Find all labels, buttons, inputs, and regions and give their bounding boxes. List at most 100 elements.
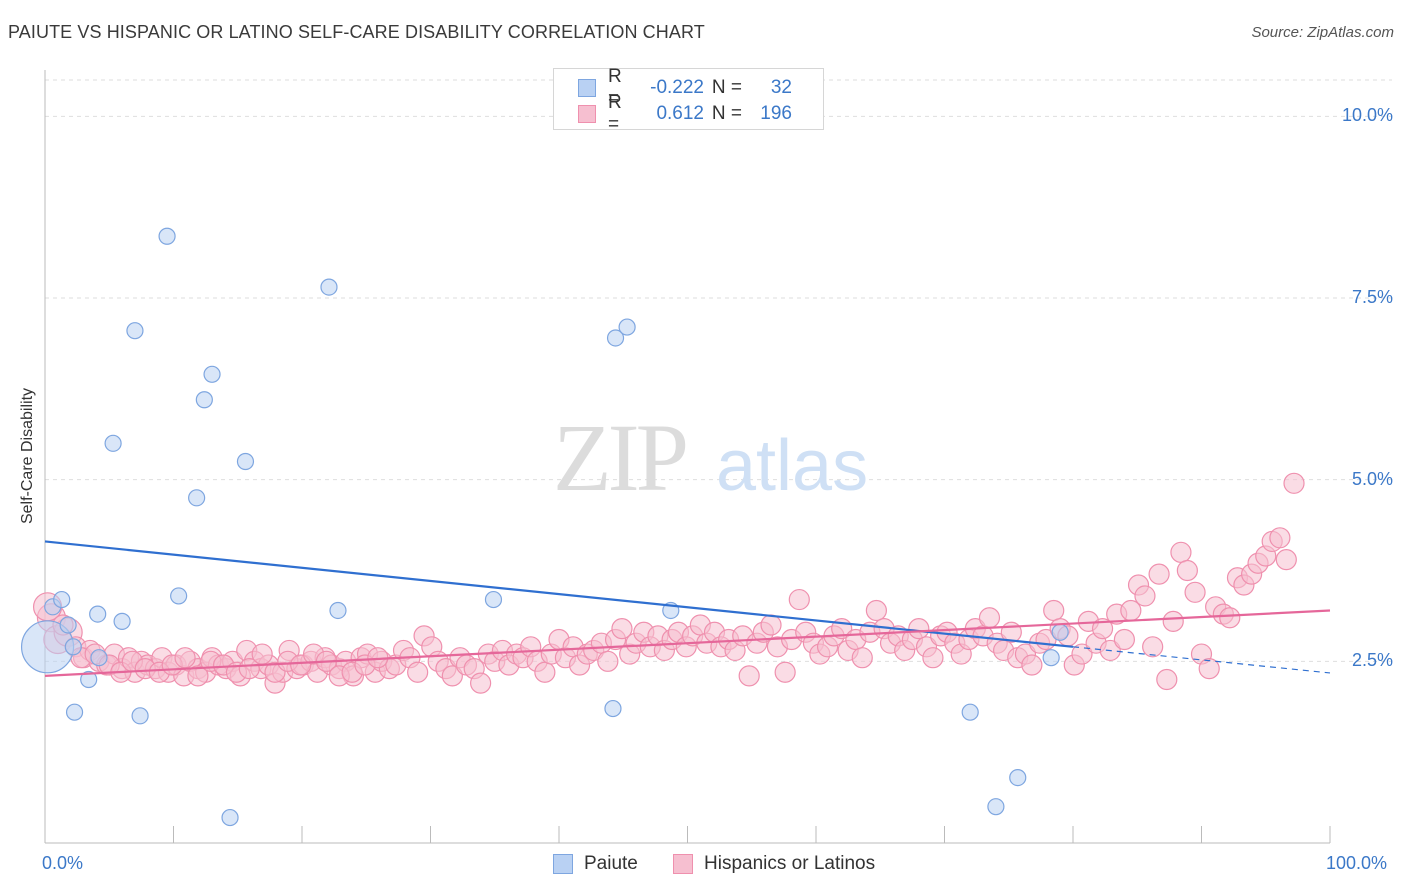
paiute-point: [1009, 768, 1027, 787]
watermark-zip: ZIP: [553, 404, 686, 511]
hispanics-point: [534, 661, 556, 683]
hispanics-legend-swatch: [673, 854, 693, 874]
hispanics-point: [788, 588, 810, 611]
hispanics-point: [865, 599, 887, 622]
paiute-point: [236, 452, 255, 471]
legend-r-label: R =: [608, 92, 622, 135]
hispanics-point: [1176, 559, 1198, 582]
paiute-point: [80, 670, 98, 689]
paiute-point: [987, 798, 1005, 816]
hispanics-point: [1091, 618, 1114, 640]
paiute-point: [195, 391, 213, 409]
hispanics-point: [174, 647, 196, 669]
trend-lines: [44, 540, 1331, 677]
paiute-point: [89, 605, 107, 623]
series-paiute: [20, 227, 1069, 827]
hispanics-point: [611, 618, 633, 640]
paiute-point: [64, 638, 82, 656]
hispanics-point: [1043, 599, 1065, 622]
y-tick-label: 7.5%: [1351, 287, 1393, 307]
legend-r-label: R =: [608, 66, 622, 109]
hispanics-point: [908, 618, 930, 640]
hispanics-point: [1134, 585, 1156, 607]
hispanics-point: [738, 665, 760, 687]
paiute-point: [113, 612, 131, 630]
paiute-legend-label: Paiute: [584, 853, 638, 874]
paiute-point: [104, 434, 122, 452]
paiute-point: [320, 278, 338, 296]
hispanics-point: [978, 607, 1001, 629]
paiute-point: [65, 703, 84, 721]
hispanics-point: [1142, 636, 1164, 658]
paiute-point: [961, 703, 979, 721]
paiute-point: [170, 587, 188, 605]
hispanics-point: [1198, 657, 1220, 680]
paiute-point: [53, 590, 71, 609]
watermark-atlas: atlas: [716, 426, 868, 506]
hispanics-point: [1021, 654, 1043, 676]
paiute-point: [604, 699, 622, 718]
hispanics-point: [851, 647, 873, 669]
paiute-point: [1042, 649, 1060, 667]
hispanics-point: [597, 650, 619, 672]
hispanics-point: [1156, 668, 1178, 691]
paiute-point: [329, 601, 347, 620]
hispanics-point: [407, 661, 429, 683]
hispanics-point: [470, 672, 492, 694]
paiute-point: [131, 707, 149, 725]
axes: [44, 70, 1331, 844]
hispanics-point: [1170, 541, 1192, 563]
hispanics-point: [1071, 643, 1093, 665]
hispanics-point: [1162, 610, 1184, 632]
legend-n-value: 196: [760, 103, 792, 124]
y-tick-label: 5.0%: [1351, 468, 1393, 489]
paiute-point: [188, 489, 206, 507]
paiute-point: [618, 318, 636, 336]
bottom-legend-paiute[interactable]: Paiute: [553, 852, 638, 876]
legend-row-paiute: R = -0.222 N = 32: [578, 66, 792, 109]
legend-n-label: N =: [711, 103, 742, 124]
paiute-point: [90, 649, 108, 667]
hispanics-point: [1113, 628, 1136, 651]
hispanics-point: [1269, 527, 1291, 549]
hispanics-point: [251, 643, 273, 665]
hispanics-point: [1219, 607, 1241, 629]
hispanics-point: [1275, 548, 1297, 571]
hispanics-point: [238, 657, 260, 680]
hispanics-trend-line: [44, 609, 1331, 677]
hispanics-point: [187, 665, 209, 687]
paiute-legend-swatch: [553, 854, 573, 874]
hispanics-point: [774, 661, 796, 683]
paiute-point: [221, 808, 239, 827]
chart-title: PAIUTE VS HISPANIC OR LATINO SELF-CARE D…: [8, 22, 705, 42]
paiute-point: [158, 227, 176, 245]
paiute-trend-line: [44, 540, 1074, 648]
hispanics-point: [922, 647, 944, 669]
hispanics-point: [1148, 563, 1170, 585]
bottom-legend-hispanics[interactable]: Hispanics or Latinos: [673, 852, 875, 876]
hispanics-point: [1283, 472, 1305, 494]
y-tick-label: 2.5%: [1351, 650, 1393, 671]
paiute-point: [126, 322, 144, 340]
hispanics-point: [760, 614, 782, 636]
paiute-point: [484, 590, 503, 609]
legend-row-hispanics: R = 0.612 N = 196: [578, 92, 792, 135]
hispanics-point: [441, 665, 463, 687]
hispanics-swatch: [578, 105, 596, 123]
hispanics-point: [1184, 581, 1206, 603]
hispanics-legend-label: Hispanics or Latinos: [704, 853, 876, 874]
x-tick-label-min: 0.0%: [42, 853, 84, 873]
y-tick-label: 10.0%: [1341, 105, 1393, 126]
legend-n-label: N =: [711, 77, 742, 98]
legend-r-value: 0.612: [656, 103, 704, 124]
paiute-swatch: [578, 79, 596, 97]
paiute-point: [1051, 623, 1069, 641]
paiute-point: [606, 329, 625, 347]
paiute-point: [203, 365, 221, 383]
x-tick-label-max: 100.0%: [1326, 853, 1388, 873]
legend-r-value: -0.222: [650, 77, 704, 98]
legend-n-value: 32: [770, 77, 792, 98]
paiute-point: [59, 616, 77, 634]
source-label: Source: ZipAtlas.com: [1251, 24, 1394, 41]
